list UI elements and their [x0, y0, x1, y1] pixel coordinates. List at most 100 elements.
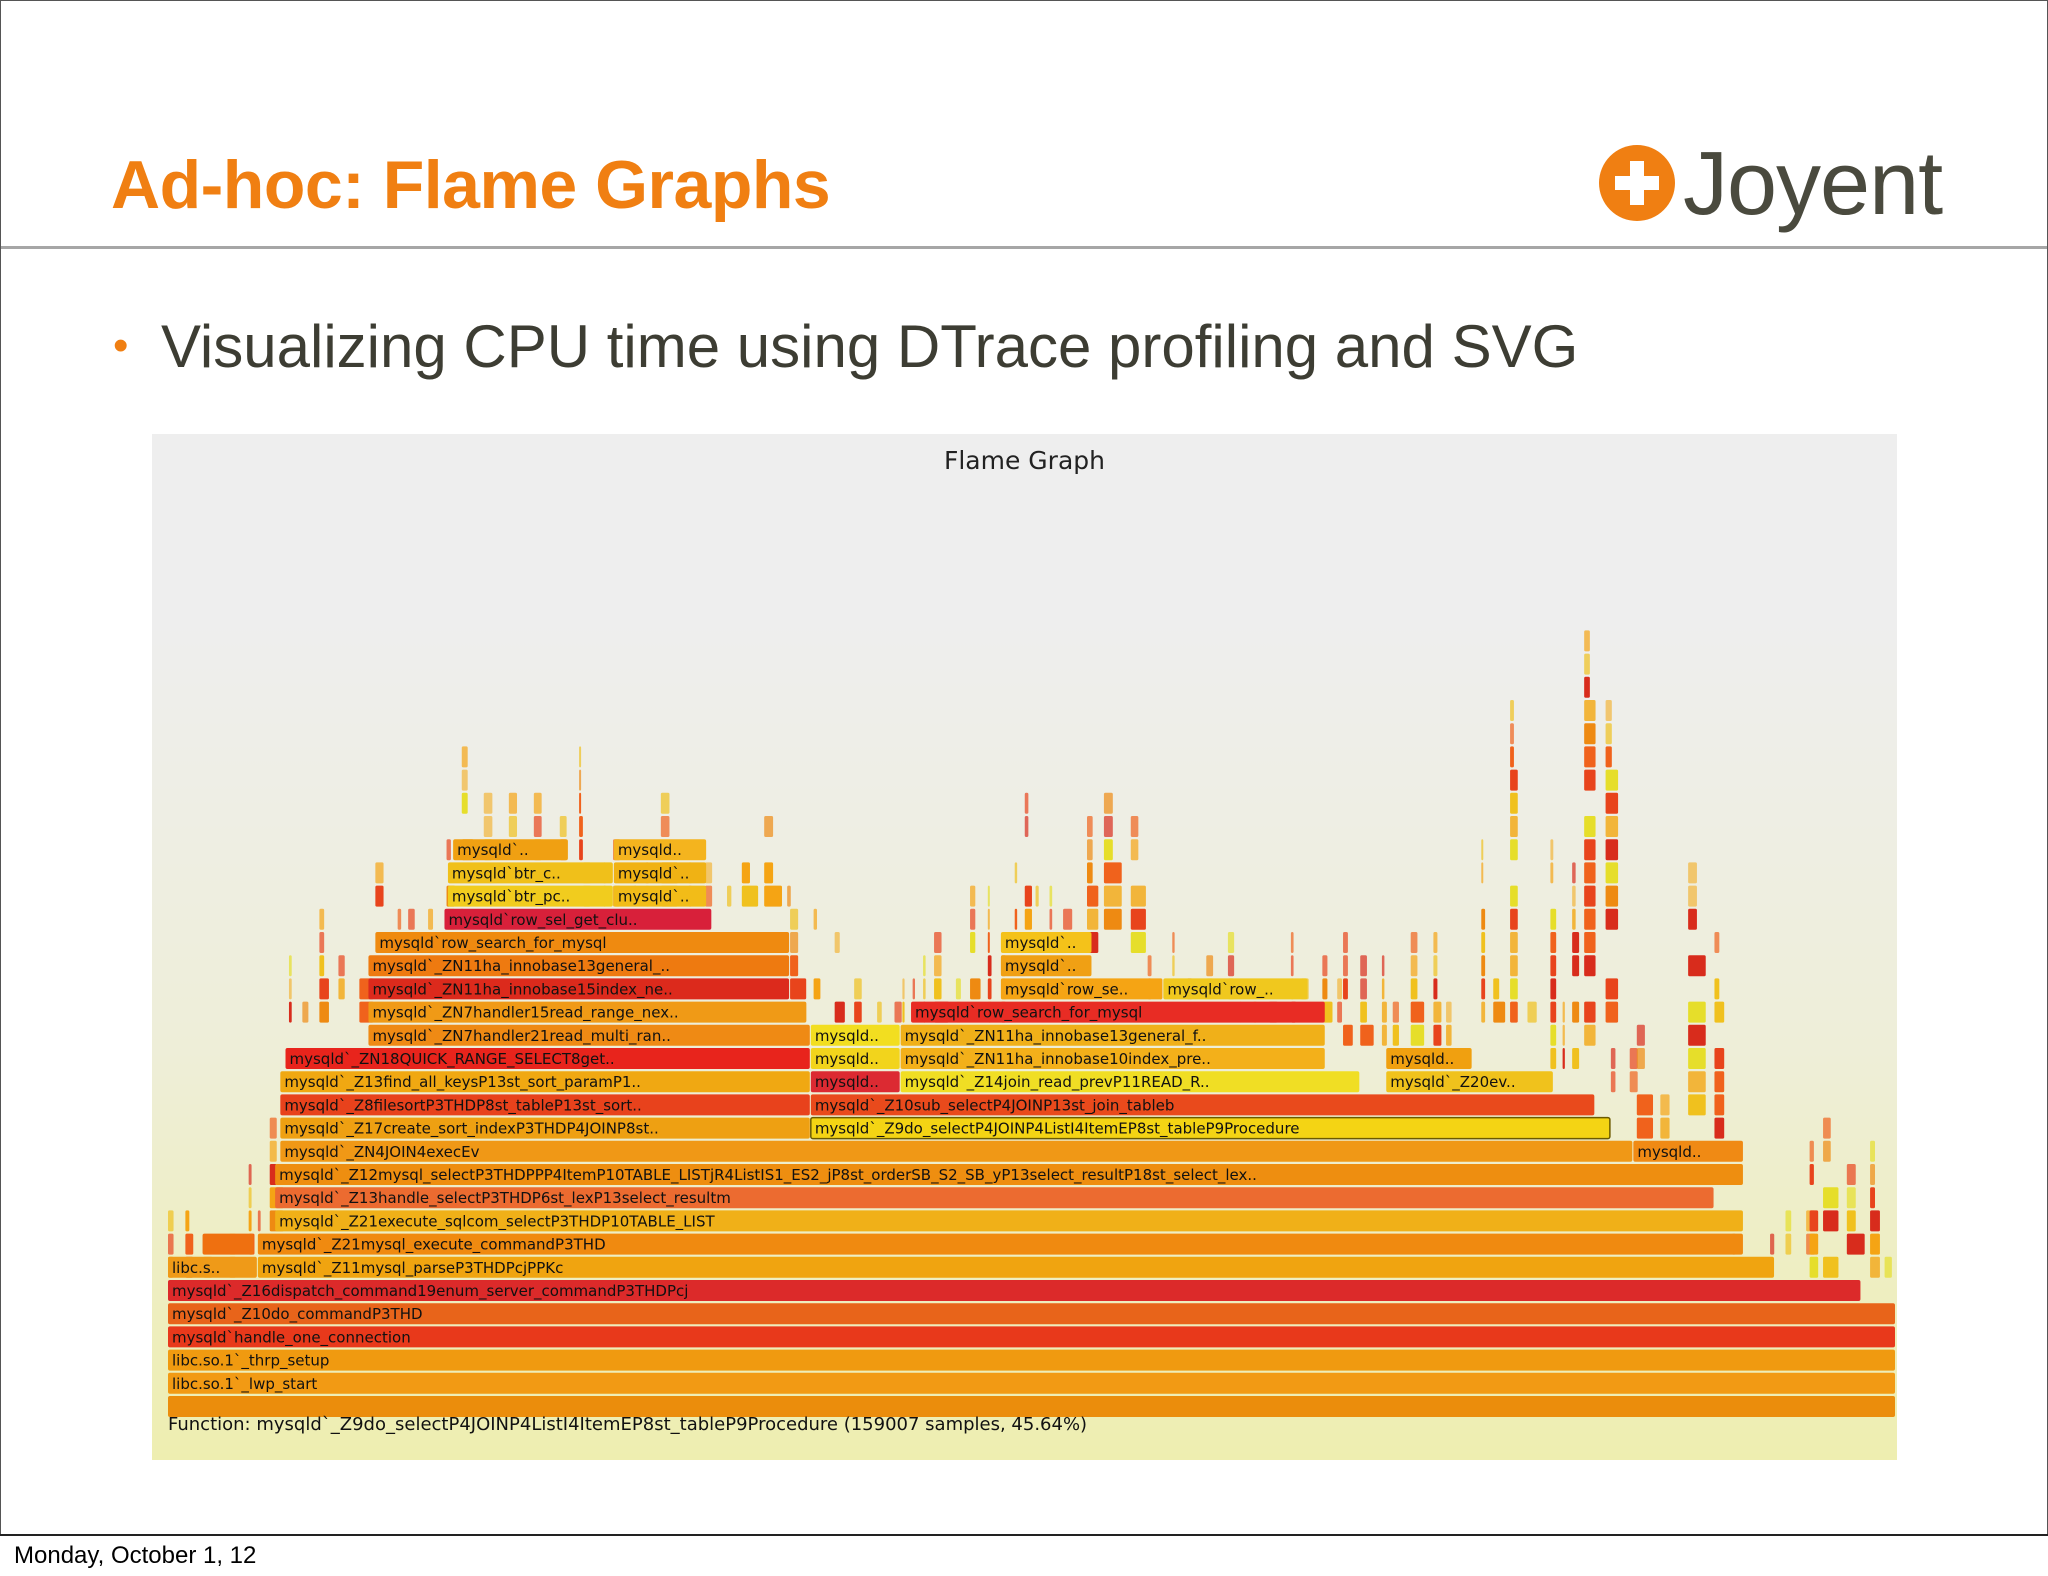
flame-frame-minor[interactable] — [1227, 955, 1235, 977]
flame-frame-minor[interactable] — [461, 792, 468, 814]
flame-frame[interactable]: mysqld`btr_c.. — [447, 862, 613, 884]
flame-frame-minor[interactable] — [790, 978, 807, 1000]
flame-frame-minor[interactable] — [319, 908, 325, 930]
flame-frame-minor[interactable] — [834, 932, 840, 953]
flame-frame[interactable]: mysqld`_ZN11ha_innobase15index_ne.. — [368, 978, 790, 1000]
flame-frame-minor[interactable] — [1322, 955, 1328, 977]
flame-frame[interactable]: mysqld`_Z17create_sort_indexP3THDP4JOINP… — [280, 1117, 810, 1139]
flame-frame-minor[interactable] — [934, 955, 942, 977]
flame-frame-minor[interactable] — [461, 746, 468, 768]
flame-frame-minor[interactable] — [1410, 1024, 1425, 1046]
flame-frame-minor[interactable] — [1130, 885, 1146, 907]
flame-frame-minor[interactable] — [1433, 932, 1438, 953]
flame-frame-minor[interactable] — [1870, 1164, 1876, 1185]
flame-frame-minor[interactable] — [579, 816, 583, 837]
flame-frame-minor[interactable] — [1510, 839, 1518, 861]
flame-frame-minor[interactable] — [461, 769, 468, 791]
flame-frame-minor[interactable] — [1870, 1256, 1880, 1278]
flame-frame-minor[interactable] — [1322, 978, 1328, 1000]
flame-frame-minor[interactable] — [1343, 1024, 1353, 1046]
flame-frame-minor[interactable] — [508, 816, 518, 837]
flame-frame-minor[interactable] — [1410, 978, 1418, 1000]
flame-frame-minor[interactable] — [1527, 1001, 1537, 1023]
flame-frame-minor[interactable] — [1714, 978, 1720, 1000]
flame-frame-minor[interactable] — [1087, 885, 1099, 907]
flame-frame-minor[interactable] — [559, 816, 567, 837]
flame-frame-minor[interactable] — [1584, 816, 1596, 837]
flame-frame-minor[interactable] — [970, 885, 976, 907]
flame-frame-minor[interactable] — [1510, 955, 1518, 977]
flame-frame-minor[interactable] — [1584, 723, 1596, 745]
flame-frame-minor[interactable] — [1510, 723, 1514, 745]
flame-frame[interactable]: mysqld`_Z20ev.. — [1386, 1071, 1553, 1093]
flame-frame-minor[interactable] — [1870, 1140, 1876, 1162]
flame-frame-minor[interactable] — [1605, 908, 1619, 930]
flame-frame-minor[interactable] — [1884, 1256, 1892, 1278]
flame-frame-minor[interactable] — [987, 955, 992, 977]
flame-frame[interactable]: mysqld`row_search_for_mysql — [375, 932, 790, 953]
flame-frame-minor[interactable] — [1493, 1001, 1506, 1023]
flame-frame-minor[interactable] — [704, 885, 713, 907]
flame-frame-minor[interactable] — [1410, 955, 1418, 977]
flame-frame-minor[interactable] — [1433, 978, 1438, 1000]
flame-frame[interactable] — [168, 1396, 1895, 1417]
flame-frame-minor[interactable] — [1014, 908, 1018, 930]
flame-frame-minor[interactable] — [483, 792, 493, 814]
flame-frame-minor[interactable] — [1584, 700, 1596, 721]
flame-frame-minor[interactable] — [1381, 1001, 1387, 1023]
flame-frame[interactable]: mysqld`.. — [1000, 955, 1092, 977]
flame-frame-minor[interactable] — [790, 908, 799, 930]
flame-frame-minor[interactable] — [302, 1001, 309, 1023]
flame-frame-minor[interactable] — [1809, 1164, 1814, 1185]
flame-frame-minor[interactable] — [1846, 1187, 1856, 1209]
flame-frame-minor[interactable] — [1688, 1094, 1706, 1116]
flame-frame-minor[interactable] — [319, 932, 325, 953]
flame-frame-minor[interactable] — [579, 839, 583, 861]
flame-frame-minor[interactable] — [338, 978, 345, 1000]
flame-frame-minor[interactable] — [1562, 1024, 1565, 1046]
flame-frame[interactable]: mysqld`.. — [1000, 932, 1092, 953]
flame-frame-minor[interactable] — [1360, 1001, 1367, 1023]
flame-frame-minor[interactable] — [877, 1001, 882, 1023]
flame-frame-minor[interactable] — [902, 978, 905, 1000]
flame-frame[interactable]: mysqld`_Z12mysql_selectP3THDPPP4ItemP10T… — [275, 1164, 1743, 1185]
flame-frame-minor[interactable] — [1550, 1024, 1557, 1046]
flame-frame-minor[interactable] — [1870, 1233, 1880, 1255]
flame-frame-minor[interactable] — [257, 1210, 261, 1232]
flame-frame[interactable]: mysqld`_Z11mysql_parseP3THDPcjPPKc — [257, 1256, 1775, 1278]
flame-frame-minor[interactable] — [1087, 908, 1099, 930]
flame-frame-minor[interactable] — [1605, 746, 1612, 768]
flame-frame-minor[interactable] — [1024, 908, 1032, 930]
flame-frame-minor[interactable] — [1610, 1071, 1616, 1093]
flame-frame[interactable]: mysqld`_Z14join_read_prevP11READ_R.. — [900, 1071, 1360, 1093]
flame-frame-minor[interactable] — [1688, 885, 1697, 907]
flame-frame-minor[interactable] — [660, 792, 670, 814]
flame-frame-minor[interactable] — [579, 769, 582, 791]
flame-frame-minor[interactable] — [1290, 955, 1294, 977]
flame-frame-minor[interactable] — [1550, 978, 1557, 1000]
flame-frame-minor[interactable] — [970, 932, 976, 953]
flame-frame-minor[interactable] — [790, 932, 799, 953]
flame-frame-minor[interactable] — [375, 862, 384, 884]
flame-frame-minor[interactable] — [248, 1187, 252, 1209]
flame-frame-minor[interactable] — [1572, 1001, 1580, 1023]
flame-frame-minor[interactable] — [1688, 1001, 1706, 1023]
flame-frame-minor[interactable] — [1823, 1117, 1831, 1139]
flame-frame[interactable]: mysqld`.. — [613, 885, 707, 907]
flame-frame-minor[interactable] — [704, 862, 713, 884]
flame-frame-minor[interactable] — [1688, 862, 1697, 884]
flame-frame-minor[interactable] — [288, 955, 292, 977]
flame-frame-minor[interactable] — [1481, 908, 1486, 930]
flame-frame[interactable]: mysqld.. — [810, 1024, 900, 1046]
flame-frame-minor[interactable] — [1584, 769, 1596, 791]
flame-frame-minor[interactable] — [1809, 1233, 1819, 1255]
flame-frame-minor[interactable] — [1584, 746, 1596, 768]
flame-frame-minor[interactable] — [1337, 978, 1343, 1000]
flame-frame-minor[interactable] — [1381, 978, 1385, 1000]
flame-frame-minor[interactable] — [1605, 792, 1619, 814]
flame-frame-minor[interactable] — [533, 816, 542, 837]
flame-frame-minor[interactable] — [579, 792, 582, 814]
flame-frame-minor[interactable] — [1343, 932, 1348, 953]
flame-frame-minor[interactable] — [319, 978, 329, 1000]
flame-frame-minor[interactable] — [660, 816, 670, 837]
